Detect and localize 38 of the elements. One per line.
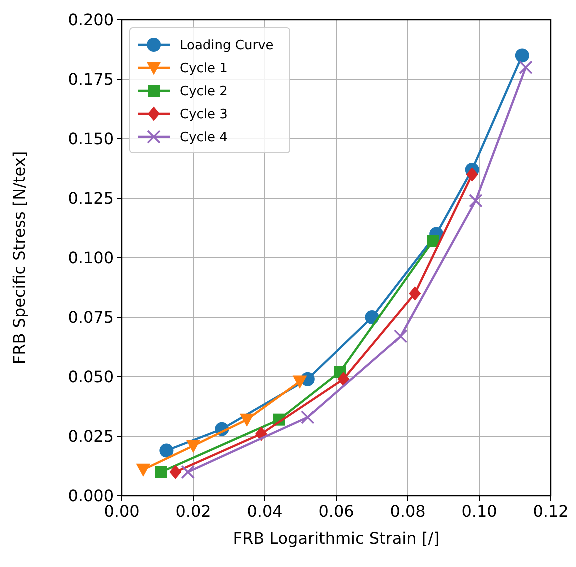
legend-label: Cycle 2 [180,84,228,100]
x-tick-label: 0.12 [533,502,569,521]
point [170,465,182,480]
x-tick-label: 0.04 [247,502,283,521]
point [136,464,151,478]
legend-label: Cycle 4 [180,130,228,146]
y-tick-label: 0.200 [68,10,114,30]
point [427,235,440,248]
y-tick-label: 0.050 [68,368,114,387]
point [186,440,201,454]
point [469,194,483,208]
legend-label: Cycle 3 [180,108,228,123]
legend-label: Cycle 1 [180,62,228,77]
point [519,60,533,74]
point [466,168,478,182]
point [155,466,168,478]
y-tick-label: 0.100 [68,248,114,268]
point [160,444,174,458]
y-tick-label: 0.175 [68,70,114,90]
point [181,465,196,480]
point [394,330,408,344]
x-tick-label: 0.10 [462,502,498,521]
legend-label: Loading Curve [180,38,274,54]
point [515,48,530,63]
point [338,372,350,387]
point [409,286,422,301]
x-tick-label: 0.02 [176,502,212,521]
y-tick-label: 0.075 [68,308,114,328]
point [301,410,315,424]
y-tick-label: 0.025 [68,427,114,446]
point [292,376,308,389]
y-axis-title: FRB Specific Stress [N/tex] [10,151,29,365]
x-tick-label: 0.06 [318,502,354,521]
x-tick-label: 0.08 [390,502,426,521]
y-tick-label: 0.125 [68,189,114,208]
x-axis-title: FRB Logarithmic Strain [/] [233,529,440,548]
point [240,414,254,428]
y-tick-label: 0.150 [68,130,114,149]
